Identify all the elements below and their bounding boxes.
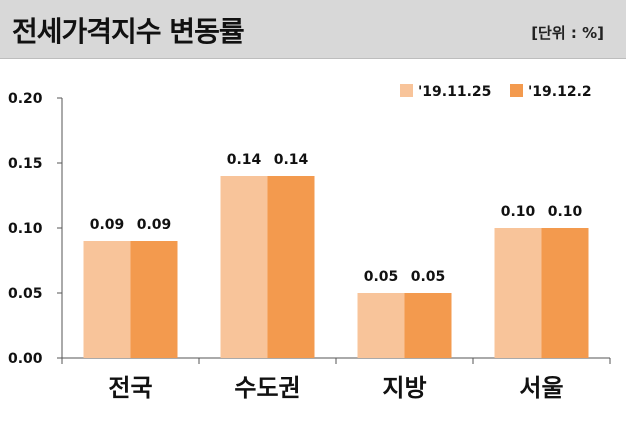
bar: [404, 293, 452, 358]
bar: [357, 293, 405, 358]
y-tick-label: 0.00: [8, 351, 43, 367]
x-category-label: 전국: [108, 374, 152, 402]
data-label: 0.05: [364, 269, 399, 285]
data-label: 0.14: [227, 152, 262, 168]
bar: [83, 241, 131, 358]
data-label: 0.09: [137, 217, 172, 233]
data-label: 0.10: [548, 204, 583, 220]
chart-title: 전세가격지수 변동률: [12, 15, 245, 48]
legend-swatch: [510, 84, 523, 97]
legend-swatch: [400, 84, 413, 97]
y-tick-label: 0.10: [8, 221, 43, 237]
bar: [130, 241, 178, 358]
bar: [220, 176, 268, 358]
y-tick-label: 0.05: [8, 286, 43, 302]
data-label: 0.05: [411, 269, 446, 285]
unit-label: [단위 : %]: [531, 24, 604, 42]
x-category-label: 서울: [519, 374, 563, 402]
legend-label: '19.12.2: [528, 84, 592, 100]
bar: [494, 228, 542, 358]
y-tick-label: 0.15: [8, 156, 43, 172]
legend-label: '19.11.25: [418, 84, 491, 100]
y-tick-label: 0.20: [8, 91, 43, 107]
x-category-label: 지방: [382, 374, 426, 402]
data-label: 0.14: [274, 152, 309, 168]
bar: [541, 228, 589, 358]
chart-header: 전세가격지수 변동률 [단위 : %]: [0, 0, 626, 59]
x-category-label: 수도권: [234, 374, 300, 402]
data-label: 0.09: [90, 217, 125, 233]
data-label: 0.10: [501, 204, 536, 220]
bar: [267, 176, 315, 358]
